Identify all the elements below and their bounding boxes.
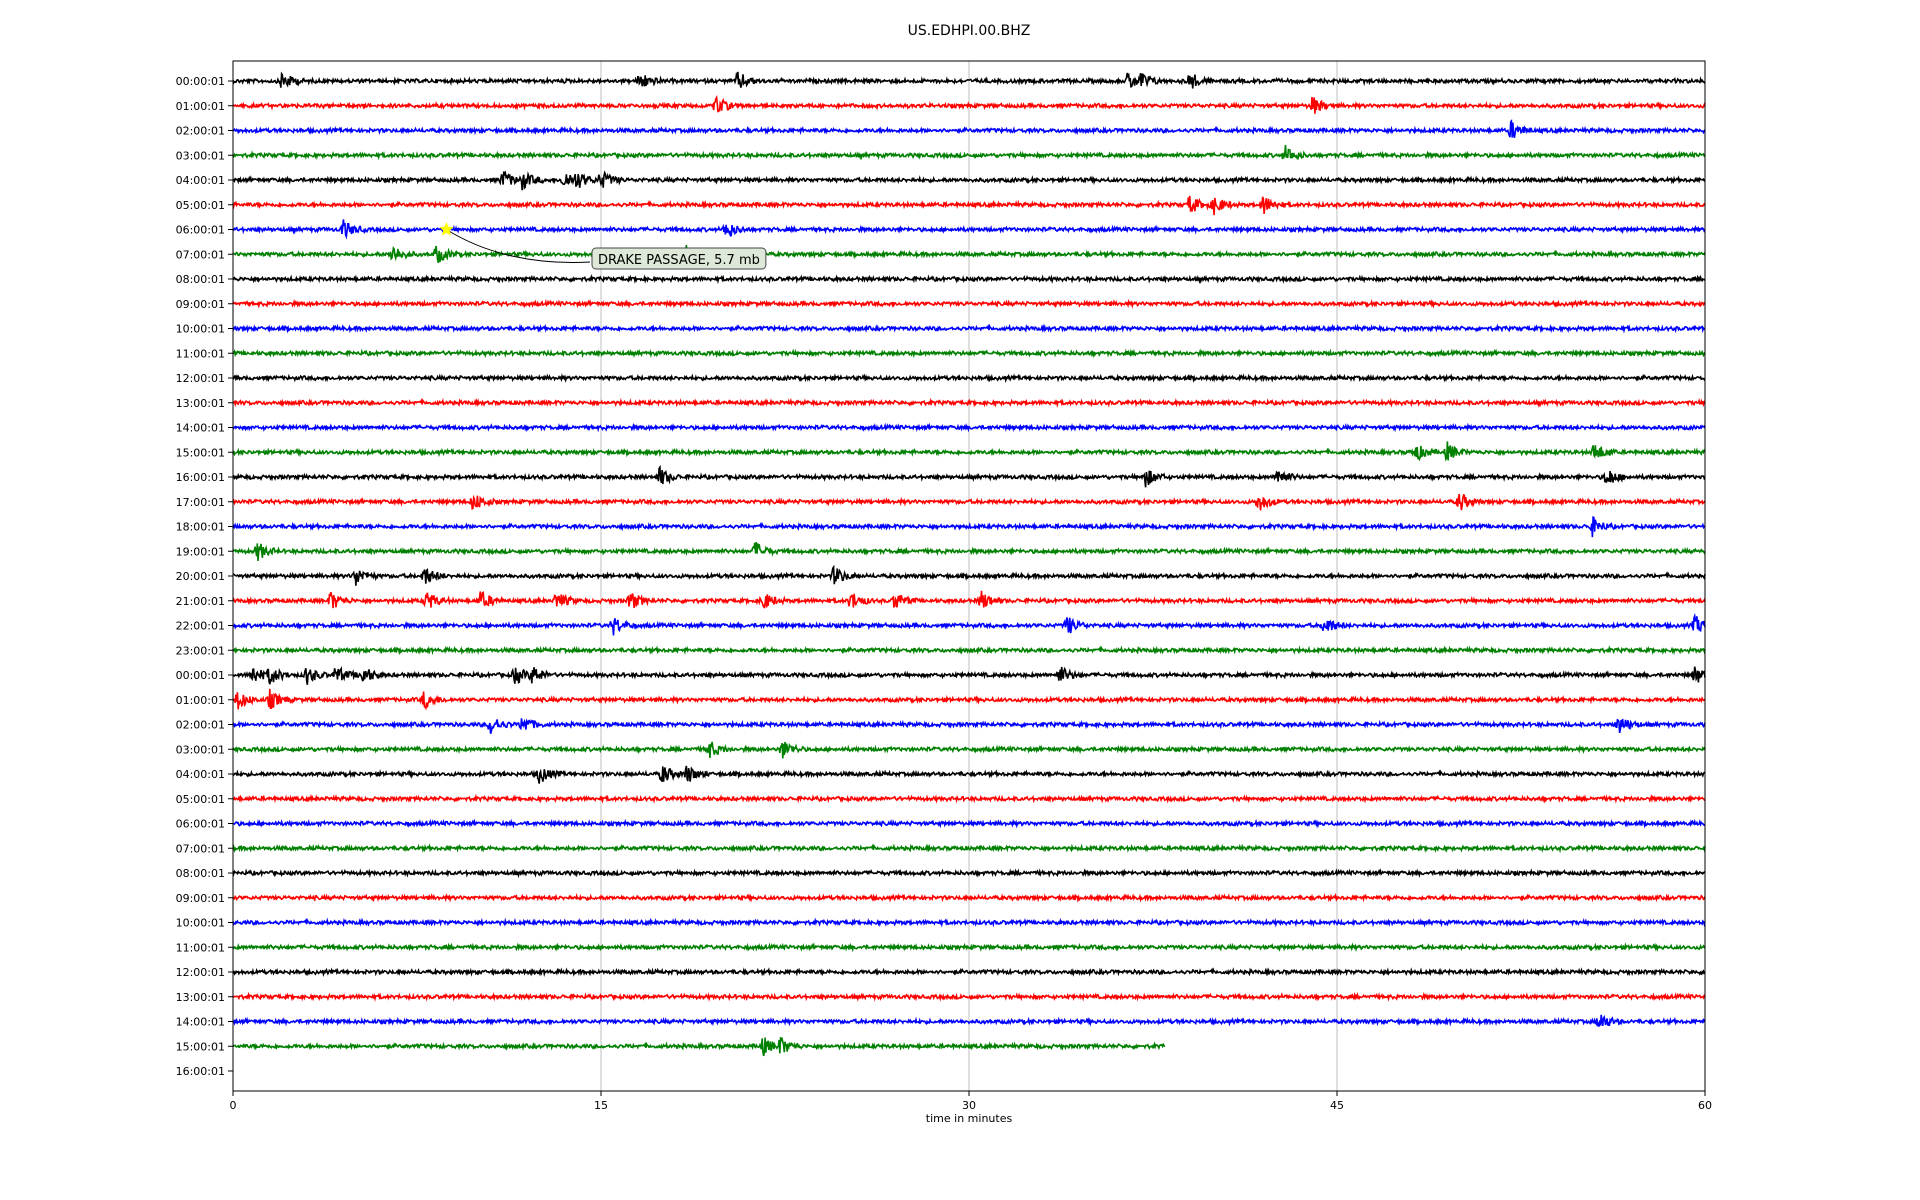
- trace-line: [232, 765, 1706, 784]
- row-time-label: 16:00:01: [176, 471, 225, 484]
- row-time-label: 02:00:01: [176, 125, 225, 138]
- row-time-label: 06:00:01: [176, 224, 225, 237]
- trace-line: [232, 892, 1706, 903]
- trace-line: [232, 564, 1706, 586]
- trace-line: [232, 666, 1706, 685]
- row-time-label: 12:00:01: [176, 966, 225, 979]
- trace-line: [232, 170, 1706, 191]
- plot-frame: [232, 60, 1706, 1092]
- trace-line: [232, 917, 1706, 928]
- trace-line: [232, 942, 1706, 953]
- row-time-label: 06:00:01: [176, 818, 225, 831]
- row-time-label: 01:00:01: [176, 694, 225, 707]
- x-tick-label: 30: [962, 1099, 976, 1112]
- row-time-label: 18:00:01: [176, 521, 225, 534]
- row-time-label: 05:00:01: [176, 793, 225, 806]
- row-time-label: 09:00:01: [176, 298, 225, 311]
- trace-line: [232, 868, 1706, 879]
- x-tick-label: 0: [230, 1099, 237, 1112]
- row-time-label: 07:00:01: [176, 248, 225, 261]
- x-tick-group: 0 15 30 45 60: [230, 1091, 1712, 1112]
- row-time-label: 21:00:01: [176, 595, 225, 608]
- row-time-label: 15:00:01: [176, 446, 225, 459]
- trace-line: [232, 793, 1706, 804]
- x-tick-label: 60: [1698, 1099, 1712, 1112]
- trace-line: [232, 1014, 1706, 1028]
- x-axis-label: time in minutes: [926, 1112, 1013, 1125]
- row-time-label: 14:00:01: [176, 422, 225, 435]
- trace-line: [232, 515, 1706, 538]
- trace-line: [232, 718, 1706, 734]
- trace-line: [232, 273, 1706, 285]
- row-time-label: 01:00:01: [176, 100, 225, 113]
- trace-line: [232, 843, 1706, 854]
- row-time-label: 00:00:01: [176, 669, 225, 682]
- trace-line: [232, 145, 1706, 161]
- row-time-label: 07:00:01: [176, 842, 225, 855]
- x-tick-label: 45: [1330, 1099, 1344, 1112]
- row-time-label: 10:00:01: [176, 323, 225, 336]
- row-time-label: 08:00:01: [176, 273, 225, 286]
- row-time-label: 17:00:01: [176, 496, 225, 509]
- trace-line: [232, 298, 1706, 309]
- trace-line: [232, 590, 1706, 609]
- row-time-label: 11:00:01: [176, 941, 225, 954]
- row-time-label: 09:00:01: [176, 892, 225, 905]
- trace-line: [232, 244, 1706, 263]
- row-time-label: 13:00:01: [176, 397, 225, 410]
- trace-line: [232, 118, 1706, 138]
- trace-line: [232, 397, 1706, 408]
- trace-line: [232, 348, 1706, 359]
- trace-group: [232, 71, 1706, 1057]
- trace-line: [232, 688, 1706, 711]
- row-time-label: 12:00:01: [176, 372, 225, 385]
- trace-line: [232, 422, 1706, 433]
- row-time-label: 16:00:01: [176, 1065, 225, 1078]
- trace-line: [232, 71, 1706, 89]
- row-time-label: 03:00:01: [176, 149, 225, 162]
- row-time-label: 23:00:01: [176, 644, 225, 657]
- trace-line: [232, 818, 1706, 829]
- row-time-label: 19:00:01: [176, 545, 225, 558]
- row-time-label: 05:00:01: [176, 199, 225, 212]
- annotation-connector: [446, 229, 591, 263]
- trace-line: [232, 967, 1706, 978]
- row-label-group: 00:00:01 01:00:01 02:00:01 03:00:01 04:00:01…: [176, 75, 233, 1078]
- x-tick-label: 15: [594, 1099, 608, 1112]
- row-time-label: 15:00:01: [176, 1040, 225, 1053]
- trace-line: [232, 1036, 1166, 1057]
- annotation-label: DRAKE PASSAGE, 5.7 mb: [598, 253, 760, 268]
- trace-line: [232, 195, 1706, 216]
- row-time-label: 14:00:01: [176, 1016, 225, 1029]
- trace-line: [232, 94, 1706, 114]
- row-time-label: 20:00:01: [176, 570, 225, 583]
- event-star-marker: [439, 221, 454, 236]
- trace-line: [232, 741, 1706, 759]
- trace-line: [232, 612, 1706, 636]
- trace-line: [232, 219, 1706, 240]
- row-time-label: 13:00:01: [176, 991, 225, 1004]
- trace-line: [232, 542, 1706, 562]
- row-time-label: 11:00:01: [176, 347, 225, 360]
- trace-line: [232, 493, 1706, 511]
- trace-line: [232, 991, 1706, 1002]
- trace-line: [232, 645, 1706, 656]
- row-time-label: 04:00:01: [176, 174, 225, 187]
- row-time-label: 10:00:01: [176, 917, 225, 930]
- row-time-label: 00:00:01: [176, 75, 225, 88]
- row-time-label: 03:00:01: [176, 743, 225, 756]
- trace-line: [232, 373, 1706, 384]
- annotation-group: DRAKE PASSAGE, 5.7 mb: [439, 221, 767, 270]
- trace-line: [232, 441, 1706, 462]
- annotation-box: [591, 247, 767, 270]
- trace-line: [232, 323, 1706, 334]
- row-time-label: 02:00:01: [176, 719, 225, 732]
- row-time-label: 22:00:01: [176, 620, 225, 633]
- row-time-label: 08:00:01: [176, 867, 225, 880]
- row-time-label: 04:00:01: [176, 768, 225, 781]
- trace-line: [232, 464, 1706, 488]
- chart-title: US.EDHPI.00.BHZ: [908, 23, 1031, 39]
